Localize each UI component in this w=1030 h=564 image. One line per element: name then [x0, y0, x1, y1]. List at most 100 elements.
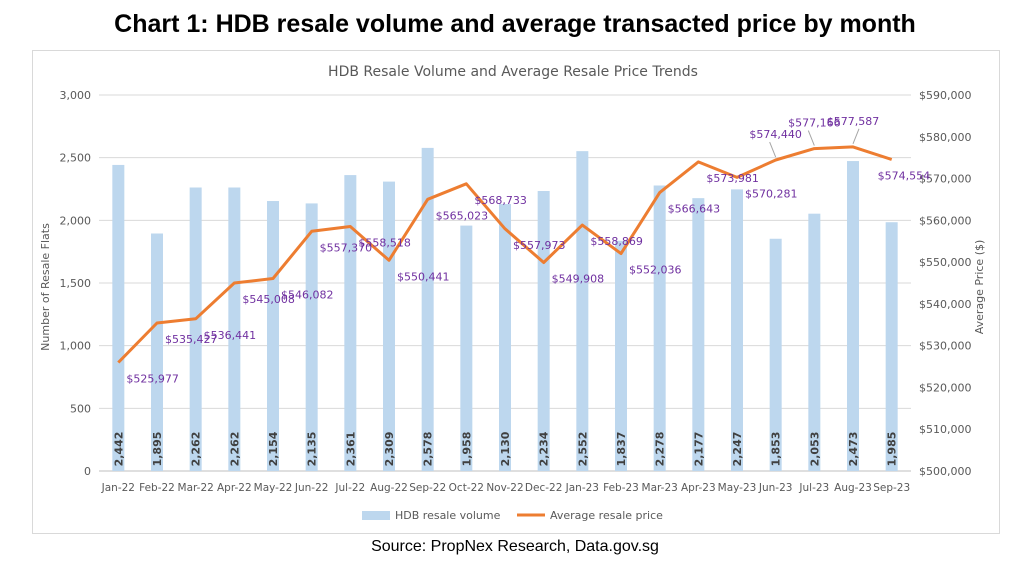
y-axis-right-ticks: $500,000 $510,000 $520,000 $530,000 $540,000…	[919, 89, 972, 478]
bar-value-label: 1,837	[615, 432, 628, 467]
price-value-label: $536,441	[204, 329, 257, 342]
y-tick-right-label: $580,000	[919, 131, 972, 144]
price-value-label: $535,427	[165, 333, 218, 346]
bar-value-label: 2,177	[692, 432, 705, 467]
price-value-label: $568,733	[474, 194, 527, 207]
bar	[267, 201, 279, 472]
price-value-label: $570,281	[745, 187, 798, 200]
y-tick-right-label: $560,000	[919, 214, 972, 227]
source-note: Source: PropNex Research, Data.gov.sg	[371, 538, 659, 555]
x-tick-label: Jan-22	[101, 482, 135, 494]
y-tick-left-label: 3,000	[60, 89, 92, 102]
price-label-leader	[769, 141, 777, 158]
price-line	[117, 145, 893, 364]
x-tick-label: Jan-23	[565, 482, 599, 494]
price-value-label: $546,082	[281, 288, 334, 301]
x-tick-label: Apr-23	[681, 482, 716, 494]
bar-value-label: 2,130	[499, 431, 512, 466]
y-tick-left-label: 500	[70, 402, 91, 415]
price-label-leader	[807, 130, 815, 146]
bar-value-label: 2,309	[383, 432, 396, 467]
price-value-label: $552,036	[629, 264, 682, 277]
y-tick-right-label: $590,000	[919, 89, 972, 102]
bar	[731, 189, 743, 471]
y-tick-right-label: $540,000	[919, 298, 972, 311]
x-tick-label: Nov-22	[486, 482, 523, 494]
bar-value-label: 1,985	[886, 432, 899, 467]
price-value-label: $573,981	[706, 172, 759, 185]
x-tick-label: Aug-22	[370, 482, 408, 494]
y-tick-left-label: 1,500	[60, 277, 92, 290]
y-tick-right-label: $570,000	[919, 173, 972, 186]
chart-svg: HDB Resale Volume and Average Resale Pri…	[39, 64, 986, 522]
bar-value-label: 1,958	[460, 432, 473, 467]
line-series: $525,977 $535,427$536,441 $545,008$546,082…	[117, 115, 931, 385]
price-value-label: $577,587	[827, 115, 880, 128]
bar	[460, 225, 473, 471]
bar	[885, 222, 898, 471]
x-tick-label: Oct-22	[449, 482, 484, 494]
bar-value-label: 1,895	[151, 432, 164, 467]
x-tick-label: Jun-23	[758, 482, 793, 494]
legend-label-volume: HDB resale volume	[395, 509, 501, 522]
bar	[808, 213, 821, 471]
bar	[769, 238, 782, 471]
price-value-label: $545,008	[242, 293, 294, 306]
bar-value-label: 1,853	[770, 432, 783, 467]
x-tick-label: Aug-23	[834, 482, 872, 494]
bar-value-label: 2,262	[190, 432, 203, 467]
y-tick-left-label: 2,000	[60, 214, 92, 227]
bar	[692, 198, 705, 471]
x-axis-ticks: Jan-22 Feb-22 Mar-22 Apr-22 May-22 Jun-22 Jul-…	[101, 482, 910, 494]
bar-series: 2,442 1,895 2,262 2,262 2,154 2,135 2,361 2,309…	[112, 147, 899, 472]
bar	[653, 185, 666, 471]
bar-value-label: 2,262	[228, 432, 241, 467]
x-tick-label: May-22	[254, 482, 293, 494]
x-tick-label: Apr-22	[217, 482, 252, 494]
x-tick-label: Jul-23	[798, 482, 829, 494]
bar-value-label: 2,135	[306, 432, 319, 467]
x-tick-label: Mar-22	[178, 482, 214, 494]
bar-value-label: 2,247	[731, 432, 744, 467]
price-value-label: $558,518	[358, 237, 411, 250]
y-tick-right-label: $530,000	[919, 340, 972, 353]
price-value-label: $577,166	[788, 117, 841, 130]
y-axis-left-label: Number of Resale Flats	[39, 223, 52, 351]
x-tick-label: Jun-22	[294, 482, 329, 494]
price-value-label: $557,973	[513, 239, 566, 252]
bar	[615, 240, 627, 471]
x-tick-label: Mar-23	[642, 482, 678, 494]
bar	[305, 203, 318, 471]
price-value-label: $574,440	[749, 128, 802, 141]
x-tick-label: May-23	[718, 482, 757, 494]
bar	[189, 187, 202, 471]
bar-value-label: 2,578	[422, 432, 435, 467]
legend: HDB resale volume Average resale price	[362, 509, 663, 522]
bar-value-label: 2,442	[112, 432, 125, 467]
price-value-label: $565,023	[436, 209, 489, 222]
bar-value-label: 2,154	[267, 431, 280, 466]
price-value-label: $558,869	[590, 235, 643, 248]
y-tick-left-label: 0	[84, 465, 91, 478]
bar-value-label: 2,361	[344, 432, 357, 467]
price-value-label: $549,908	[552, 272, 605, 285]
x-tick-label: Dec-22	[525, 482, 562, 494]
y-tick-left-label: 2,500	[60, 152, 92, 165]
bar	[383, 181, 395, 471]
y-axis-left-ticks: 0 500 1,000 1,500 2,000 2,500 3,000	[60, 89, 92, 478]
bar-value-label: 2,278	[654, 432, 667, 467]
bar	[112, 164, 125, 471]
bar	[537, 191, 550, 471]
bar-value-label: 2,053	[808, 432, 821, 467]
bar	[344, 175, 357, 471]
x-tick-label: Sep-22	[409, 482, 446, 494]
legend-swatch-volume	[362, 511, 390, 520]
x-tick-label: Jul-22	[334, 482, 365, 494]
bar	[847, 161, 859, 471]
price-value-label: $574,554	[878, 170, 931, 183]
bar-value-label: 2,473	[847, 432, 860, 467]
chart-frame: HDB Resale Volume and Average Resale Pri…	[32, 50, 1000, 534]
price-value-label: $566,643	[668, 203, 721, 216]
y-tick-right-label: $550,000	[919, 256, 972, 269]
bar-value-label: 2,552	[576, 432, 589, 467]
